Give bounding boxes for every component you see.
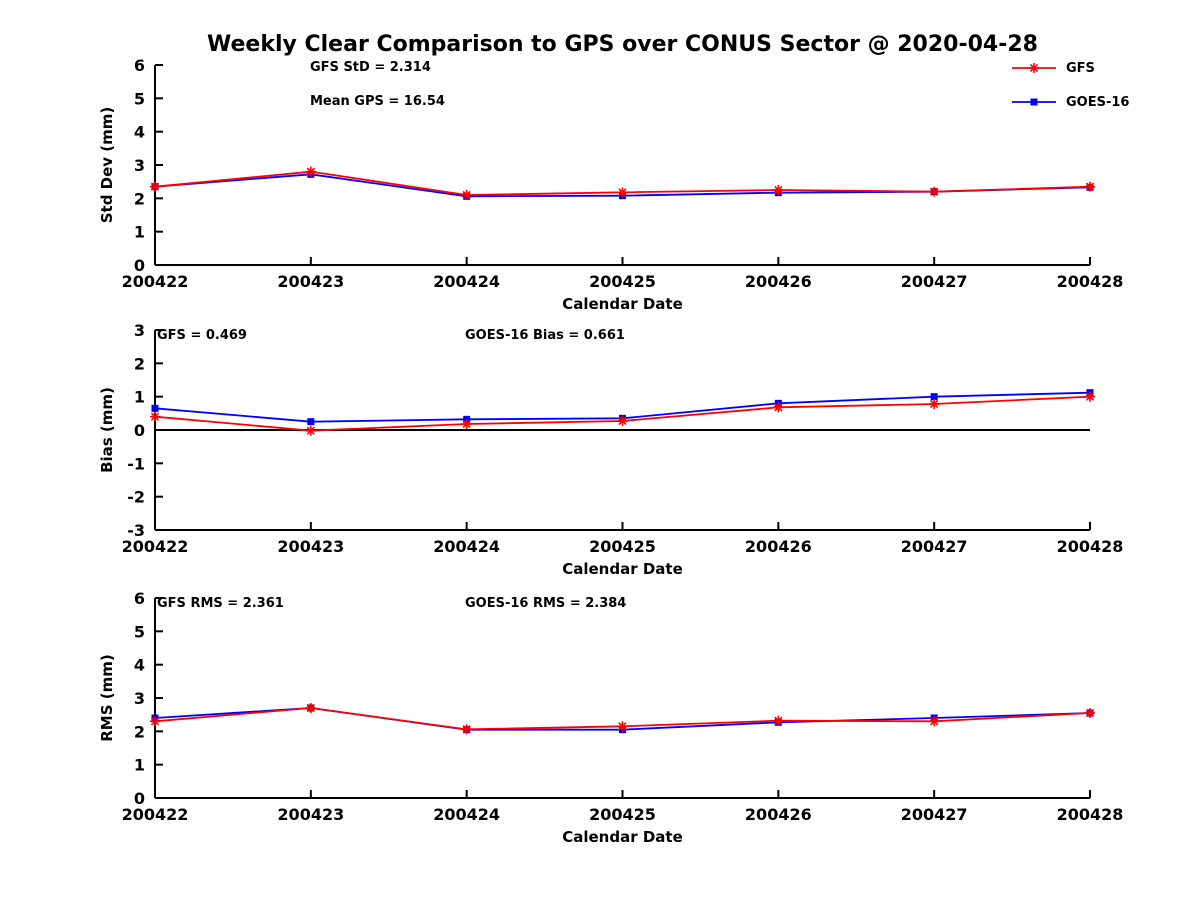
y-axis-label: RMS (mm) bbox=[98, 654, 116, 741]
stddev-chart: 0 1 2 3 4 5 6 200422 200423 200424 200425 200426 200… bbox=[98, 56, 1124, 313]
x-tick-label: 200424 bbox=[433, 537, 500, 556]
x-tick-label: 200425 bbox=[589, 805, 656, 824]
star-marker-icon bbox=[1029, 63, 1039, 73]
x-tick-label: 200424 bbox=[433, 805, 500, 824]
x-tick-label: 200424 bbox=[433, 272, 500, 291]
x-axis-label: Calendar Date bbox=[562, 295, 683, 313]
bias-chart: -3 -2 -1 0 1 2 3 200422 200423 200424 200425 200426… bbox=[98, 321, 1124, 578]
x-tick-label: 200427 bbox=[901, 805, 968, 824]
x-tick-label: 200425 bbox=[589, 272, 656, 291]
x-tick-label: 200428 bbox=[1057, 537, 1124, 556]
y-tick-label: 0 bbox=[134, 421, 145, 440]
star-marker-icon bbox=[929, 186, 940, 197]
x-tick-label: 200427 bbox=[901, 537, 968, 556]
x-tick-label: 200422 bbox=[122, 537, 189, 556]
square-marker-icon bbox=[1030, 98, 1038, 106]
x-tick-label: 200425 bbox=[589, 537, 656, 556]
legend-item-goes16: GOES-16 bbox=[1010, 94, 1129, 110]
y-tick-label: 1 bbox=[134, 756, 145, 775]
x-tick-label: 200426 bbox=[745, 537, 812, 556]
annotation: GFS StD = 2.314 bbox=[310, 60, 431, 75]
y-tick-label: -1 bbox=[127, 454, 145, 473]
y-tick-label: 1 bbox=[134, 223, 145, 242]
star-marker-icon bbox=[461, 419, 472, 429]
star-marker-icon bbox=[617, 416, 628, 426]
x-axis-label: Calendar Date bbox=[562, 560, 683, 578]
y-tick-label: 2 bbox=[134, 354, 145, 373]
star-marker-icon bbox=[150, 181, 160, 192]
square-marker-icon bbox=[307, 418, 315, 426]
legend-label-gfs: GFS bbox=[1066, 60, 1095, 76]
y-tick-label: 6 bbox=[134, 56, 145, 75]
star-marker-icon bbox=[1085, 391, 1095, 402]
y-tick-label: 4 bbox=[134, 123, 145, 142]
y-axis-label: Bias (mm) bbox=[98, 387, 116, 473]
star-marker-icon bbox=[773, 402, 784, 413]
y-tick-label: 0 bbox=[134, 256, 145, 275]
x-tick-label: 200422 bbox=[122, 805, 189, 824]
y-tick-label: -2 bbox=[127, 488, 145, 507]
star-marker-icon bbox=[305, 166, 316, 177]
rms-chart: 0 1 2 3 4 5 6 200422 200423 200424 200425 200426 200… bbox=[98, 589, 1124, 846]
annotation: GFS = 0.469 bbox=[157, 328, 247, 343]
y-tick-label: 3 bbox=[134, 156, 145, 175]
square-marker-icon bbox=[930, 393, 938, 401]
star-marker-icon bbox=[305, 425, 316, 436]
x-tick-label: 200427 bbox=[901, 272, 968, 291]
y-tick-label: 5 bbox=[134, 622, 145, 641]
star-marker-icon bbox=[461, 724, 472, 735]
legend-item-gfs: GFS bbox=[1010, 60, 1129, 76]
y-tick-label: 3 bbox=[134, 321, 145, 340]
x-axis-label: Calendar Date bbox=[562, 828, 683, 846]
annotation: Mean GPS = 16.54 bbox=[310, 94, 445, 109]
gfs-line-marker-icon bbox=[1012, 63, 1056, 73]
annotation: GOES-16 Bias = 0.661 bbox=[465, 328, 625, 343]
y-tick-label: 0 bbox=[134, 789, 145, 808]
star-marker-icon bbox=[929, 716, 940, 727]
y-tick-label: 3 bbox=[134, 689, 145, 708]
y-tick-label: 1 bbox=[134, 388, 145, 407]
star-marker-icon bbox=[929, 399, 940, 409]
x-tick-label: 200428 bbox=[1057, 805, 1124, 824]
square-marker-icon bbox=[151, 404, 159, 412]
y-tick-label: 5 bbox=[134, 89, 145, 108]
chart-title: Weekly Clear Comparison to GPS over CONU… bbox=[207, 32, 1038, 57]
y-axis-label: Std Dev (mm) bbox=[98, 107, 116, 224]
star-marker-icon bbox=[773, 715, 784, 726]
star-marker-icon bbox=[305, 703, 316, 713]
x-tick-label: 200428 bbox=[1057, 272, 1124, 291]
y-tick-label: 4 bbox=[134, 656, 145, 675]
star-marker-icon bbox=[773, 185, 784, 195]
x-tick-label: 200422 bbox=[122, 272, 189, 291]
legend: GFS GOES-16 bbox=[1010, 60, 1129, 110]
goes16-line-marker-icon bbox=[1012, 98, 1056, 106]
x-tick-label: 200426 bbox=[745, 272, 812, 291]
star-marker-icon bbox=[1085, 181, 1095, 192]
star-marker-icon bbox=[617, 721, 628, 732]
star-marker-icon bbox=[150, 716, 160, 727]
star-marker-icon bbox=[150, 411, 160, 422]
annotation: GOES-16 RMS = 2.384 bbox=[465, 596, 626, 611]
annotation: GFS RMS = 2.361 bbox=[157, 596, 284, 611]
legend-label-goes16: GOES-16 bbox=[1066, 94, 1130, 110]
y-tick-label: 6 bbox=[134, 589, 145, 608]
x-tick-label: 200426 bbox=[745, 805, 812, 824]
star-marker-icon bbox=[1085, 708, 1095, 718]
y-tick-label: 2 bbox=[134, 189, 145, 208]
y-tick-label: -3 bbox=[127, 521, 145, 540]
x-tick-label: 200423 bbox=[277, 805, 344, 824]
y-tick-label: 2 bbox=[134, 722, 145, 741]
x-tick-label: 200423 bbox=[277, 537, 344, 556]
x-tick-label: 200423 bbox=[277, 272, 344, 291]
star-marker-icon bbox=[617, 187, 628, 198]
star-marker-icon bbox=[461, 190, 472, 200]
